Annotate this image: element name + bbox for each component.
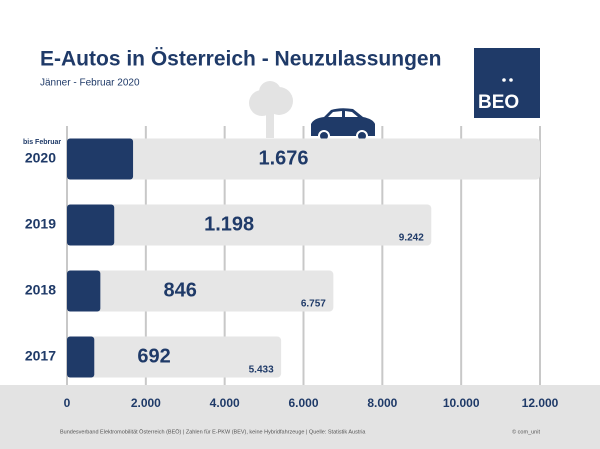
bar [67,270,334,312]
value-label: 5.433 [249,365,274,376]
bar [67,138,134,180]
footer-band [0,385,600,449]
x-tick-label: 12.000 [522,396,559,410]
y-tick-label: 2020 [25,150,56,166]
logo-box [474,48,540,118]
bar [67,270,101,312]
value-label: 1.198 [204,213,254,235]
bar [67,204,115,246]
logo-text: BEO [478,92,519,113]
x-tick-label: 10.000 [443,396,480,410]
logo-dot [509,78,513,82]
y-tick-label: 2019 [25,216,56,232]
x-tick-label: 0 [64,396,71,410]
bar [67,336,95,378]
bar [67,138,540,180]
footer: Bundesverband Elektromobilität Österreic… [60,428,366,435]
value-label: 6.757 [301,299,326,310]
bar [67,336,282,378]
value-label: 1.676 [258,147,308,169]
x-tick-label: 6.000 [288,396,318,410]
value-label: 846 [163,279,196,301]
value-label: 9.242 [399,233,424,244]
x-tick-label: 4.000 [210,396,240,410]
chart-title: E-Autos in Österreich - Neuzulassungen [40,48,441,71]
y-tick-label: 2017 [25,348,56,364]
logo-dot [502,78,506,82]
credit: © com_unit [512,428,540,435]
bars: 1.676 1.198 9.242 846 6.757 692 5.433 [67,138,540,378]
bar [67,204,432,246]
car-icon [311,108,375,142]
value-label: 692 [137,345,170,367]
category-note: bis Februar [23,139,61,146]
tree-icon [249,81,293,138]
x-tick-label: 8.000 [367,396,397,410]
chart-subtitle: Jänner - Februar 2020 [40,78,140,89]
y-tick-label: 2018 [25,282,56,298]
x-tick-label: 2.000 [131,396,161,410]
